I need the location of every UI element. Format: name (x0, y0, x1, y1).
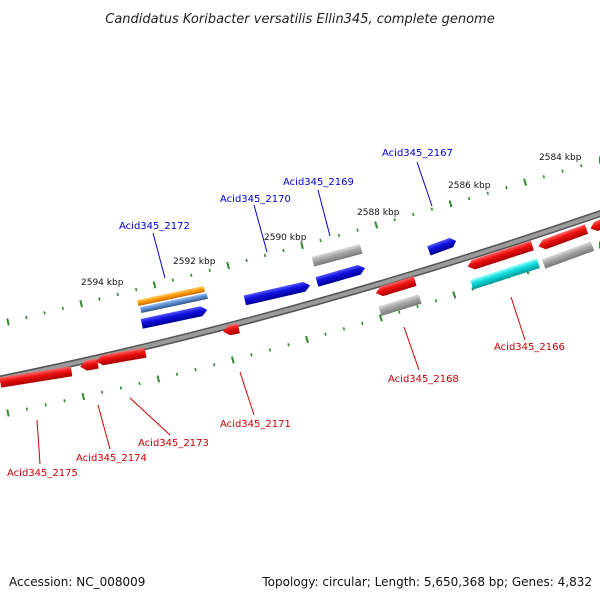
reverse-scale-tick (398, 310, 401, 314)
forward-scale-tick (152, 281, 157, 289)
forward-scale-tick (116, 292, 119, 297)
forward-scale-tick (319, 238, 322, 243)
forward-scale-tick (25, 315, 28, 320)
gene-label-Acid345_2172[interactable]: Acid345_2172 (119, 221, 190, 232)
reverse-scale-tick (6, 409, 10, 417)
gene-Acid345_2166[interactable] (466, 240, 534, 272)
scale-label-2592: 2592 kbp (173, 257, 216, 267)
forward-scale-tick (542, 175, 545, 179)
reverse-scale-tick (81, 392, 86, 401)
forward-scale-tick (43, 311, 46, 315)
forward-scale-tick (282, 248, 285, 253)
reverse-scale-tick (230, 356, 235, 364)
reverse-scale-tick (175, 372, 179, 376)
forward-scale-tick (486, 191, 489, 195)
reverse-scale-tick (287, 343, 290, 347)
forward-scale-tick (6, 318, 10, 326)
gene-Acid345_2169[interactable] (311, 243, 363, 267)
gene-Acid345_2173[interactable] (96, 347, 147, 367)
gene-Acid345_2168-grey[interactable] (378, 294, 422, 316)
gene-Acid345_2172[interactable] (140, 305, 209, 329)
gene-Acid345_2169-blue[interactable] (315, 263, 367, 287)
gene-red-right[interactable] (537, 224, 589, 251)
gene-label-Acid345_2168[interactable]: Acid345_2168 (388, 374, 459, 385)
gene-grey-right[interactable] (541, 241, 595, 269)
reverse-scale-tick (416, 304, 419, 309)
scale-label-2584: 2584 kbp (539, 153, 582, 163)
reverse-scale-tick (44, 403, 47, 407)
reverse-scale-tick (138, 381, 141, 386)
forward-scale-tick (580, 163, 583, 168)
forward-scale-tick (337, 233, 341, 238)
gene-features (0, 217, 600, 388)
gene-Acid345_2172-steel[interactable] (140, 292, 208, 314)
reverse-scale-tick (213, 363, 216, 367)
topology-text: Topology: circular; Length: 5,650,368 bp… (261, 575, 592, 589)
reverse-scale-tick (194, 367, 197, 372)
gene-Acid345_2168[interactable] (374, 276, 417, 298)
gene-Acid345_2166-cyan[interactable] (470, 258, 540, 290)
forward-scale-tick (467, 196, 471, 201)
accession-text: Accession: NC_008009 (9, 575, 145, 589)
forward-scale-ticks (6, 156, 600, 326)
reverse-scale-tick (268, 348, 272, 352)
scale-label-2590: 2590 kbp (264, 233, 307, 243)
forward-scale-tick (190, 273, 193, 277)
forward-scale-tick (98, 297, 101, 301)
forward-scale-tick (505, 185, 508, 190)
forward-scale-tick (561, 169, 564, 173)
forward-scale-tick (523, 178, 528, 186)
gene-label-Acid345_2175[interactable]: Acid345_2175 (7, 468, 78, 479)
gene-label-Acid345_2167[interactable]: Acid345_2167 (382, 148, 453, 159)
reverse-scale-tick (119, 386, 122, 390)
reverse-scale-tick (452, 291, 457, 299)
forward-scale-tick (374, 221, 379, 229)
scale-label-2594: 2594 kbp (81, 278, 124, 288)
reverse-scale-tick (25, 407, 28, 411)
map-title: Candidatus Koribacter versatilis Ellin34… (105, 12, 494, 27)
reverse-scale-tick (156, 375, 161, 383)
forward-scale-tick (412, 212, 415, 217)
reverse-scale-tick (63, 399, 66, 403)
forward-scale-tick (245, 258, 248, 263)
reverse-scale-tick (434, 299, 438, 303)
gene-label-Acid345_2174[interactable]: Acid345_2174 (76, 453, 147, 464)
gene-label-Acid345_2169[interactable]: Acid345_2169 (283, 177, 354, 188)
forward-scale-tick (79, 300, 83, 308)
gene-Acid345_2174[interactable] (79, 358, 99, 372)
reverse-scale-tick (361, 321, 364, 326)
gene-Acid345_2171[interactable] (222, 323, 240, 336)
reverse-scale-tick (471, 287, 474, 291)
forward-scale-tick (135, 288, 138, 292)
forward-scale-tick (226, 261, 230, 270)
forward-scale-tick (393, 218, 396, 222)
reverse-scale-tick (378, 314, 383, 322)
gene-Acid345_2175[interactable] (0, 366, 73, 388)
gene-label-Acid345_2166[interactable]: Acid345_2166 (494, 342, 565, 353)
gene-label-Acid345_2171[interactable]: Acid345_2171 (220, 419, 291, 430)
gene-Acid345_2167[interactable] (427, 236, 458, 256)
reverse-scale-tick (324, 332, 327, 336)
forward-scale-tick (356, 228, 359, 232)
scale-label-2586: 2586 kbp (448, 181, 491, 191)
reverse-scale-tick (342, 327, 346, 331)
reverse-scale-tick (250, 353, 253, 357)
forward-scale-tick (430, 207, 434, 211)
forward-scale-tick (263, 253, 267, 258)
forward-scale-tick (300, 241, 304, 250)
forward-scale-tick (208, 268, 211, 273)
forward-scale-tick (448, 200, 453, 208)
gene-Acid345_2170[interactable] (243, 280, 312, 306)
forward-scale-tick (171, 278, 175, 282)
reverse-scale-tick (100, 390, 104, 394)
scale-label-2588: 2588 kbp (357, 208, 400, 218)
reverse-scale-tick (305, 335, 309, 344)
label-leaders (36, 161, 526, 465)
gene-label-Acid345_2170[interactable]: Acid345_2170 (220, 194, 291, 205)
gene-label-Acid345_2173[interactable]: Acid345_2173 (138, 438, 209, 449)
forward-scale-tick (61, 306, 64, 310)
gene-Acid345_2172-orange[interactable] (137, 285, 205, 307)
